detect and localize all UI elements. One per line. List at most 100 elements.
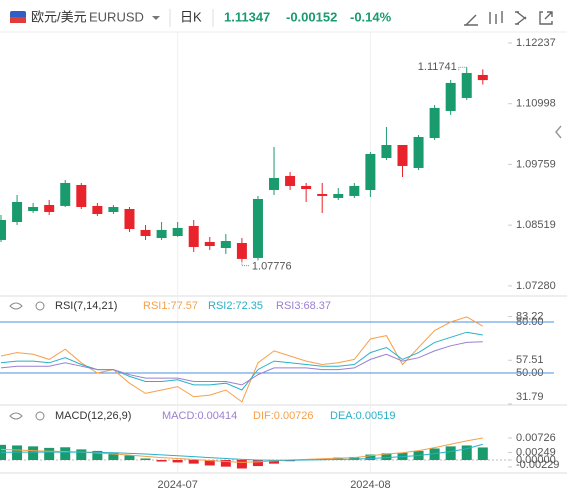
candle-body: [28, 206, 39, 212]
legend-entry: RSI2:72.35: [208, 300, 263, 312]
histogram-bar: [124, 455, 135, 460]
candle-body: [108, 206, 119, 212]
candle-body: [252, 199, 263, 258]
histogram-bar: [349, 456, 360, 460]
legend-entry: DEA:0.00519: [330, 410, 395, 422]
rsi-title: RSI(7,14,21): [55, 300, 117, 312]
y-tick-label: -0.00229: [516, 459, 559, 471]
candle-body: [413, 136, 424, 168]
histogram-bar: [60, 447, 71, 460]
low-leader: [241, 261, 250, 267]
histogram-bar: [236, 460, 247, 469]
candle-body: [220, 240, 231, 249]
candle-body: [124, 208, 135, 229]
legend-entry: MACD:0.00414: [162, 410, 237, 422]
candle-body: [381, 145, 392, 158]
candle-body: [60, 182, 71, 206]
dropdown-arrow[interactable]: [152, 16, 160, 20]
eye-icon[interactable]: [9, 302, 23, 310]
histogram-bar: [445, 446, 456, 460]
candle-body: [317, 194, 328, 196]
indicator-line: [0, 331, 483, 391]
y-tick-label: 31.79: [516, 391, 544, 403]
candle-body: [156, 229, 167, 239]
y-tick-label: 0.00000: [516, 454, 556, 466]
histogram-bar: [220, 460, 231, 467]
eye-icon[interactable]: [9, 412, 23, 420]
candle-body: [301, 185, 312, 190]
macd-title: MACD(12,26,9): [55, 410, 131, 422]
indicator-line: [0, 443, 483, 461]
histogram-bar: [429, 448, 440, 460]
histogram-bar: [156, 460, 167, 462]
histogram-bar: [76, 449, 87, 460]
x-tick-label: 2024-08: [350, 479, 390, 491]
candle-body: [349, 185, 360, 196]
histogram-bar: [365, 454, 376, 460]
histogram-bar: [333, 457, 344, 460]
histogram-bar: [140, 458, 151, 460]
symbol[interactable]: EURUSD: [89, 9, 144, 24]
indicator-line: [0, 341, 483, 386]
scroll-button[interactable]: [555, 125, 562, 139]
settings-icon[interactable]: [35, 301, 45, 311]
legend-entry: DIF:0.00726: [253, 410, 314, 422]
histogram-bar: [12, 445, 23, 460]
compare-icon[interactable]: [515, 11, 527, 25]
y-tick-label: 0.00726: [516, 432, 556, 444]
draw-tool-icon[interactable]: [464, 14, 478, 26]
fullscreen-icon[interactable]: [539, 11, 553, 25]
candle-body: [140, 229, 151, 237]
settings-icon[interactable]: [35, 411, 45, 421]
candle-body: [477, 74, 488, 81]
candle-body: [44, 204, 55, 212]
histogram-bar: [92, 450, 103, 460]
candle-body: [269, 177, 280, 190]
candle-body: [445, 82, 456, 111]
low-label: 1.07776: [252, 260, 292, 272]
y-tick-label: 57.51: [516, 354, 544, 366]
legend-entry: RSI3:68.37: [276, 300, 331, 312]
candle-body: [397, 145, 408, 166]
candle-body: [365, 153, 376, 190]
histogram-bar: [461, 445, 472, 460]
y-tick-label: 1.09759: [516, 158, 556, 170]
high-label: 1.11741: [418, 61, 457, 73]
y-tick-label: 83.22: [516, 310, 544, 322]
y-tick-label: 1.10998: [516, 98, 556, 110]
histogram-bar: [269, 460, 280, 464]
candle-body: [92, 205, 103, 214]
flag-icon-stripe: [10, 17, 26, 23]
candle-body: [429, 107, 440, 138]
price-change: -0.00152: [286, 9, 337, 24]
last-price: 1.11347: [224, 9, 270, 24]
histogram-bar: [28, 446, 39, 460]
period[interactable]: 日K: [180, 9, 202, 24]
candle-body: [0, 219, 6, 240]
x-tick-label: 2024-07: [157, 479, 197, 491]
histogram-bar: [477, 447, 488, 460]
indicator-line: [0, 316, 484, 403]
histogram-bar: [252, 460, 263, 467]
y-tick-label: 1.12237: [516, 37, 556, 49]
candle-body: [285, 175, 296, 186]
candle-body: [172, 227, 183, 237]
price-change-pct: -0.14%: [350, 9, 392, 24]
candle-body: [12, 201, 23, 222]
candle-body: [461, 72, 472, 98]
candle-body: [333, 194, 344, 198]
histogram-bar: [172, 460, 183, 463]
y-tick-label: 1.08519: [516, 219, 556, 231]
y-tick-label: 1.07280: [516, 280, 556, 292]
y-tick-label: 0.00249: [516, 446, 556, 458]
high-leader: [458, 66, 467, 72]
histogram-bar: [381, 453, 392, 460]
histogram-bar: [44, 447, 55, 460]
pair-name[interactable]: 欧元/美元: [31, 9, 87, 24]
indicator-icon[interactable]: [489, 11, 503, 24]
histogram-bar: [108, 452, 119, 460]
histogram-bar: [188, 460, 199, 464]
candle-body: [76, 184, 87, 207]
